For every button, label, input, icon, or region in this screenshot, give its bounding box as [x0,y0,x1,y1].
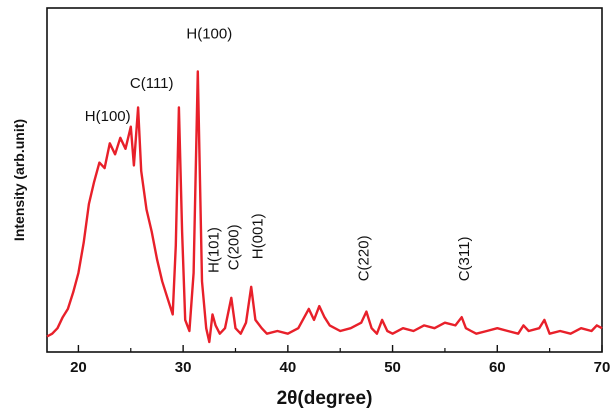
peak-label: H(101) [206,227,223,273]
x-axis-label: 2θ(degree) [277,388,373,409]
peak-label: H(100) [85,108,131,125]
peak-label: C(111) [130,75,174,92]
x-tick-label: 60 [489,359,506,376]
xrd-series-line [46,70,603,344]
peak-label: H(100) [186,25,232,42]
peak-label: C(311) [456,237,473,282]
x-tick-label: 20 [70,359,87,376]
peak-label: C(220) [355,235,372,281]
x-tick-label: 70 [594,359,611,376]
plot-frame [46,7,603,353]
y-axis-label: Intensity (arb.unit) [11,119,27,241]
x-tick-label: 30 [175,359,192,376]
x-tick-label: 50 [384,359,401,376]
peak-label: H(001) [250,213,267,259]
x-tick-label: 40 [280,359,297,376]
peak-label: C(200) [226,224,243,270]
